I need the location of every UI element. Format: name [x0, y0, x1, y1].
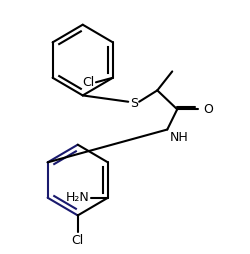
- Text: Cl: Cl: [82, 76, 94, 89]
- Text: NH: NH: [170, 131, 189, 144]
- Text: S: S: [130, 97, 138, 109]
- Text: H₂N: H₂N: [66, 191, 90, 204]
- Text: Cl: Cl: [72, 234, 84, 247]
- Text: O: O: [203, 103, 213, 116]
